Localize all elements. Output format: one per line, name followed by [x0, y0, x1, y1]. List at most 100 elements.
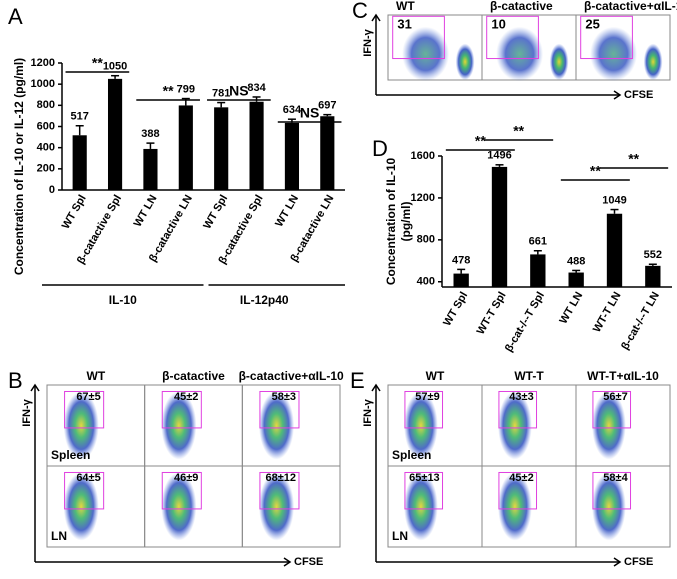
row-label: Spleen: [51, 448, 90, 462]
gate-value: 10: [491, 16, 505, 31]
y-tick-label: 1200: [31, 57, 55, 69]
cell-population: [63, 472, 99, 541]
panel-label: C: [352, 0, 368, 23]
plot-frame: [241, 465, 341, 548]
cell-population: [591, 391, 626, 460]
y-tick-label: 800: [417, 234, 435, 246]
value-label: 781: [212, 87, 230, 99]
gate: [259, 471, 300, 510]
cell-population: [403, 391, 438, 460]
gate: [592, 471, 632, 510]
column-label: β-catactive: [490, 0, 553, 13]
gate: [64, 471, 105, 510]
x-tick-label: WT-T Spl: [475, 290, 509, 337]
bar: [645, 265, 661, 287]
y-axis-label: IFN-γ: [362, 398, 374, 426]
bar: [107, 78, 123, 190]
group-label: IL-10: [109, 293, 137, 307]
gate-value: 58±4: [603, 472, 628, 484]
value-label: 634: [283, 104, 302, 116]
gate-value: 56±7: [603, 391, 627, 403]
bar: [214, 107, 229, 190]
bar: [143, 148, 158, 190]
bar: [568, 272, 584, 287]
group-label: IL-12p40: [240, 293, 289, 307]
y-tick-label: 400: [37, 142, 55, 154]
x-axis-label: CFSE: [294, 556, 323, 568]
gate: [580, 15, 633, 60]
gate: [161, 471, 202, 510]
gate: [498, 390, 538, 429]
significance-label: NS: [229, 83, 248, 99]
y-tick-label: 1000: [31, 78, 55, 90]
gate: [486, 15, 539, 60]
bar: [249, 101, 264, 190]
gate-value: 46±9: [174, 472, 198, 484]
y-axis-label: Concentration of IL-10 or IL-12 (pg/ml): [12, 58, 26, 275]
cell-population: [549, 43, 569, 80]
gate-value: 68±12: [266, 472, 297, 484]
value-label: 1049: [602, 194, 626, 206]
significance-label: **: [628, 151, 639, 167]
gate: [498, 471, 538, 510]
gate-value: 31: [397, 16, 411, 31]
row-label: LN: [51, 529, 67, 543]
x-tick-label: WT LN: [132, 193, 160, 229]
x-tick-label: WT LN: [273, 193, 301, 229]
value-label: 478: [452, 254, 470, 266]
cell-population: [496, 26, 544, 82]
bar: [606, 213, 623, 287]
significance-label: **: [163, 83, 174, 99]
cell-population: [258, 472, 295, 541]
column-label: WT: [426, 369, 445, 383]
gate: [64, 390, 105, 429]
plot-frame: [575, 465, 671, 548]
bar: [491, 166, 508, 287]
x-tick-label: WT LN: [557, 290, 585, 326]
value-label: 552: [644, 249, 662, 261]
cell-population: [497, 472, 532, 541]
y-tick-label: 600: [37, 120, 55, 132]
panel-label: A: [8, 4, 23, 29]
significance-label: **: [513, 123, 524, 139]
significance-label: **: [475, 133, 486, 149]
bar: [453, 273, 469, 287]
gate: [161, 390, 202, 429]
gate-value: 25: [585, 16, 599, 31]
y-axis-label: Concentration of IL-10: [384, 158, 398, 286]
cell-population: [161, 391, 197, 460]
cell-population: [402, 26, 450, 82]
y-tick-label: 1600: [411, 150, 435, 162]
value-label: 661: [529, 236, 547, 248]
gate-value: 57±9: [415, 391, 439, 403]
x-tick-label: β-cat-/--T LN: [619, 290, 662, 352]
x-tick-label: β-cat-/--T Spl: [503, 290, 547, 354]
y-axis-label: IFN-γ: [362, 28, 374, 56]
arrow-head: [371, 383, 381, 392]
gate-value: 65±13: [409, 472, 440, 484]
y-axis-label: (pg/ml): [399, 202, 413, 242]
gate-value: 45±2: [509, 472, 533, 484]
column-label: WT: [396, 0, 415, 13]
y-tick-label: 0: [49, 184, 55, 196]
cell-population: [590, 26, 638, 82]
y-axis-label: IFN-γ: [21, 398, 33, 426]
column-label: WT-T: [514, 369, 544, 383]
row-label: LN: [392, 529, 408, 543]
panel-label: E: [350, 368, 365, 393]
significance-label: NS: [300, 105, 319, 121]
column-label: WT-T+αIL-10: [587, 369, 659, 383]
y-tick-label: 400: [417, 276, 435, 288]
gate-value: 67±5: [76, 391, 100, 403]
column-label: β-catactive+αIL-10: [239, 369, 344, 383]
x-tick-label: WT Spl: [60, 193, 89, 231]
arrow-head: [613, 557, 622, 567]
gate-value: 43±3: [509, 391, 533, 403]
cell-population: [63, 391, 99, 460]
gate: [404, 390, 444, 429]
value-label: 799: [177, 83, 195, 95]
bar: [530, 254, 546, 287]
cell-population: [643, 43, 663, 80]
gate: [592, 390, 632, 429]
